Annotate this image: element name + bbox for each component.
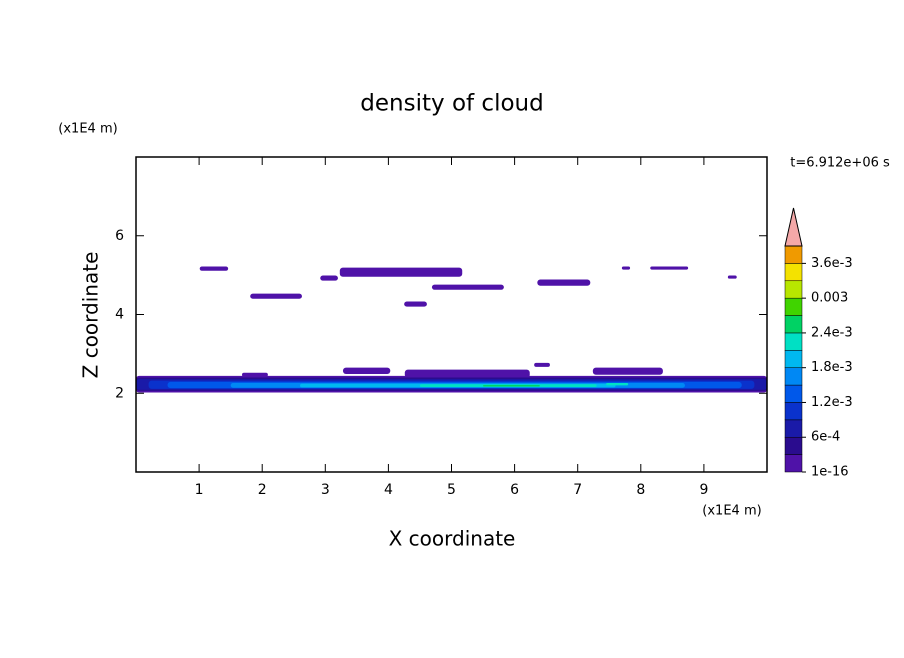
colorbar-swatch [784,436,803,455]
x-tick-label: 7 [573,482,582,498]
x-tick-label: 1 [195,482,204,498]
colorbar-tick-label: 1.8e-3 [811,360,853,375]
plot-frame [135,156,768,473]
x-unit: (x1E4 m) [702,504,761,519]
x-tick-label: 8 [636,482,645,498]
colorbar-swatch [784,245,803,264]
x-tick-label: 5 [447,482,456,498]
contour-region [339,267,463,277]
contour-region [727,275,737,279]
colorbar-swatch [784,350,803,368]
y-tick-label: 4 [115,307,124,323]
contour-region [534,362,550,367]
contour-region [483,384,540,387]
chart-title: density of cloud [360,91,543,117]
contour-region [404,301,427,307]
contour-region [404,369,530,378]
contour-region [242,372,268,377]
colorbar-swatch [784,402,803,421]
contour-region [342,367,391,374]
y-tick-label: 2 [115,385,124,401]
colorbar-tick-label: 0.003 [811,291,848,306]
colorbar-swatch [784,297,803,316]
y-unit: (x1E4 m) [58,122,117,137]
x-tick-label: 9 [699,482,708,498]
contour-region [250,293,302,299]
colorbar-tick-label: 1.2e-3 [811,395,853,410]
contour-region [431,284,504,290]
x-tick-label: 2 [258,482,267,498]
colorbar-tick-label: 3.6e-3 [811,256,853,271]
colorbar-tick-label: 1e-16 [811,465,849,480]
colorbar-tick-label: 2.4e-3 [811,325,853,340]
contour-region [592,367,663,375]
colorbar-swatch [784,332,803,351]
contour-region [537,279,591,286]
colorbar-swatch [784,263,803,282]
colorbar-swatch [784,367,803,386]
contour-region [621,266,631,270]
x-tick-label: 6 [510,482,519,498]
colorbar-tick-label: 6e-4 [811,430,840,445]
y-tick-label: 6 [115,228,124,244]
x-tick-label: 4 [384,482,393,498]
x-axis-label: X coordinate [389,527,516,551]
contour-region [199,266,229,271]
time-label: t=6.912e+06 s [790,156,890,171]
contour-region [650,266,689,270]
colorbar-extension [784,207,803,247]
contour-region [320,275,338,281]
colorbar-swatch [784,280,803,299]
x-tick-label: 3 [321,482,330,498]
colorbar-swatch [784,384,803,403]
colorbar-swatch [784,315,803,334]
colorbar-swatch [784,454,803,473]
y-axis-label: Z coordinate [79,252,103,379]
contour-region [606,383,629,386]
colorbar-swatch [784,419,803,438]
